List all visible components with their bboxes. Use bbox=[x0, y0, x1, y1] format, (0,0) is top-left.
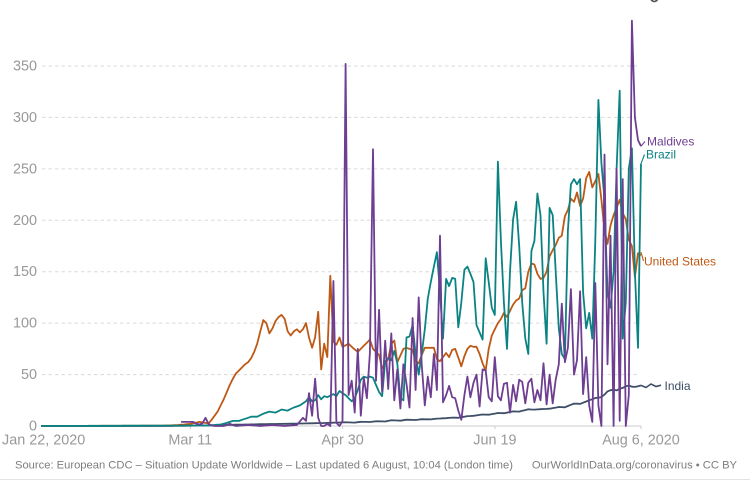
svg-text:United States: United States bbox=[644, 255, 716, 269]
svg-text:50: 50 bbox=[21, 367, 37, 383]
svg-text:Brazil: Brazil bbox=[646, 148, 676, 162]
svg-text:OurWorldInData.org/coronavirus: OurWorldInData.org/coronavirus • CC BY bbox=[532, 460, 738, 472]
svg-text:150: 150 bbox=[13, 264, 37, 280]
svg-text:300: 300 bbox=[13, 110, 37, 126]
svg-text:Jan 22, 2020: Jan 22, 2020 bbox=[2, 433, 85, 449]
svg-text:Source: European CDC – Situati: Source: European CDC – Situation Update … bbox=[15, 460, 513, 472]
svg-text:Mar 11: Mar 11 bbox=[168, 433, 212, 449]
svg-text:350: 350 bbox=[13, 59, 37, 75]
svg-text:200: 200 bbox=[13, 213, 37, 229]
svg-text:250: 250 bbox=[13, 161, 37, 177]
svg-text:India: India bbox=[665, 379, 691, 393]
svg-text:Maldives: Maldives bbox=[647, 135, 694, 149]
svg-text:Apr 30: Apr 30 bbox=[321, 433, 363, 449]
svg-text:0: 0 bbox=[29, 419, 37, 435]
svg-text:Jun 19: Jun 19 bbox=[473, 433, 516, 449]
svg-text:Aug 6, 2020: Aug 6, 2020 bbox=[602, 433, 680, 449]
svg-text:100: 100 bbox=[13, 316, 37, 332]
